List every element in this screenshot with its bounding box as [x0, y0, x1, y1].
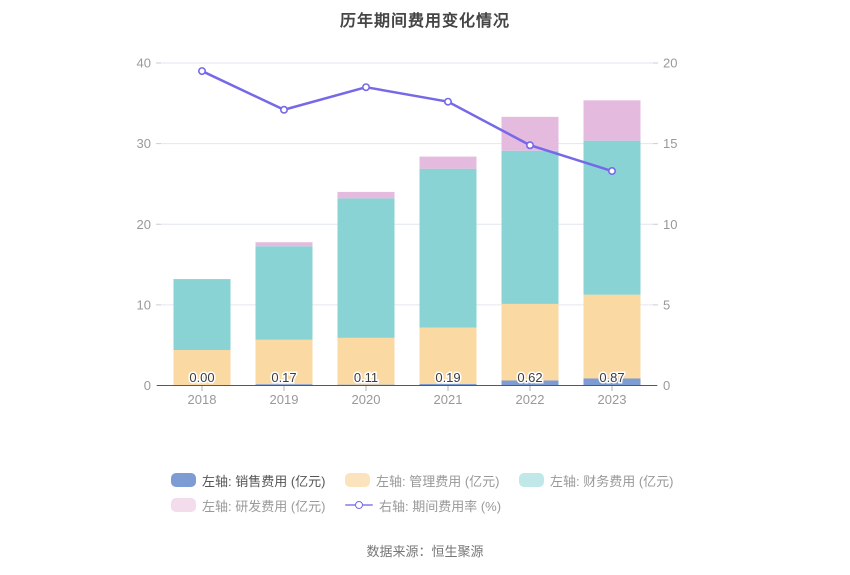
legend-line-icon	[345, 498, 373, 512]
rate-line-series	[198, 67, 616, 176]
rate-line-marker[interactable]	[198, 67, 207, 76]
rate-line-marker[interactable]	[607, 167, 616, 176]
bar-segment[interactable]	[173, 279, 231, 351]
left-axis-tick-label: 20	[137, 217, 151, 232]
bar-segment[interactable]	[337, 337, 395, 385]
left-axis-tick-label: 40	[137, 56, 151, 71]
chart-legend: 左轴: 销售费用 (亿元) 左轴: 管理费用 (亿元) 左轴: 财务费用 (亿元) 左…	[171, 471, 693, 514]
axis-ticks	[156, 62, 658, 391]
bar-segment[interactable]	[501, 380, 559, 386]
bar-segment[interactable]	[583, 378, 641, 386]
expense-chart-canvas: 0 10 20 30 40 0 5 10 15 20 2018 2019 2020 2021 2022 202…	[137, 56, 678, 408]
sales-value-label: 0.19	[435, 370, 460, 385]
bar-segment[interactable]	[337, 191, 395, 199]
bar-segment[interactable]	[173, 350, 231, 386]
sales-value-label: 0.11	[354, 370, 378, 385]
right-axis-tick-label: 10	[663, 217, 677, 232]
rate-line-marker[interactable]	[361, 83, 370, 92]
x-axis-category-label: 2019	[270, 392, 299, 407]
bar-segment[interactable]	[583, 100, 641, 141]
left-axis-tick-label: 30	[137, 136, 151, 151]
legend-label: 左轴: 研发费用 (亿元)	[202, 498, 326, 514]
sales-value-label: 0.17	[271, 370, 296, 385]
legend-swatch-icon	[345, 473, 370, 487]
legend-swatch-icon	[171, 498, 196, 512]
bar-segment[interactable]	[255, 339, 313, 385]
x-axis-category-label: 2021	[434, 392, 463, 407]
rate-line-marker[interactable]	[443, 97, 452, 106]
right-axis-tick-label: 5	[663, 297, 670, 312]
bar-value-labels: 0.00 0.17 0.11 0.19 0.62 0.87	[188, 369, 626, 387]
legend-item-2[interactable]: 左轴: 财务费用 (亿元)	[519, 471, 693, 489]
bar-segment[interactable]	[337, 198, 395, 338]
bar-segment[interactable]	[255, 384, 313, 386]
rate-line-marker[interactable]	[525, 141, 534, 150]
x-axis-category-label: 2023	[598, 392, 627, 407]
legend-swatch-icon	[171, 473, 196, 487]
sales-value-label: 0.62	[517, 370, 542, 385]
rate-line	[201, 69, 613, 173]
axis-labels: 0 10 20 30 40 0 5 10 15 20 2018 2019 2020 2021 2022 202…	[137, 56, 678, 408]
bar-segment[interactable]	[419, 327, 477, 384]
legend-item-3[interactable]: 左轴: 研发费用 (亿元)	[171, 496, 345, 514]
x-axis-category-label: 2018	[188, 392, 217, 407]
rate-line-marker[interactable]	[279, 105, 288, 114]
right-axis-tick-label: 15	[663, 136, 677, 151]
stacked-bars	[173, 100, 641, 386]
bar-segment[interactable]	[501, 150, 559, 304]
legend-item-4[interactable]: 右轴: 期间费用率 (%)	[345, 496, 519, 514]
chart-title: 历年期间费用变化情况	[339, 13, 510, 30]
bar-segment[interactable]	[255, 246, 313, 340]
left-axis-tick-label: 0	[144, 378, 151, 393]
right-axis-tick-label: 0	[663, 378, 670, 393]
data-source-note: 数据来源：恒生聚源	[366, 544, 484, 559]
right-axis-tick-label: 20	[663, 56, 677, 71]
legend-label: 右轴: 期间费用率 (%)	[379, 498, 502, 514]
legend-item-0[interactable]: 左轴: 销售费用 (亿元)	[171, 471, 345, 489]
legend-label: 左轴: 财务费用 (亿元)	[550, 473, 674, 489]
legend-swatch-icon	[519, 473, 544, 487]
bar-segment[interactable]	[419, 156, 477, 169]
gridlines	[161, 62, 653, 306]
bar-segment[interactable]	[501, 303, 559, 381]
bar-segment[interactable]	[419, 383, 477, 386]
left-axis-tick-label: 10	[137, 297, 151, 312]
sales-value-label: 0.87	[599, 370, 624, 385]
bar-segment[interactable]	[583, 294, 641, 379]
legend-label: 左轴: 销售费用 (亿元)	[202, 473, 326, 489]
bar-segment[interactable]	[419, 168, 477, 328]
x-axis-category-label: 2022	[516, 392, 545, 407]
x-axis-category-label: 2020	[352, 392, 381, 407]
legend-item-1[interactable]: 左轴: 管理费用 (亿元)	[345, 471, 519, 489]
bar-segment[interactable]	[255, 242, 313, 247]
legend-label: 左轴: 管理费用 (亿元)	[376, 473, 500, 489]
sales-value-label: 0.00	[189, 370, 214, 385]
